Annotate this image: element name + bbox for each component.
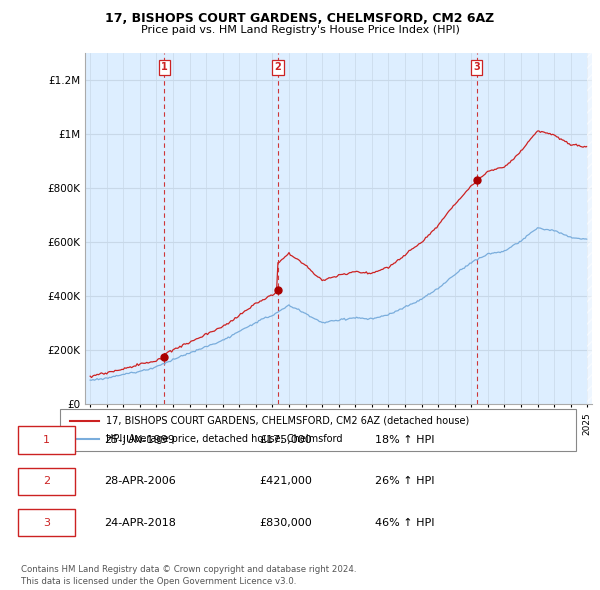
Text: £421,000: £421,000 (260, 477, 313, 486)
Text: 1: 1 (43, 435, 50, 445)
Text: 26% ↑ HPI: 26% ↑ HPI (375, 477, 434, 486)
Text: 3: 3 (473, 62, 480, 72)
Text: 17, BISHOPS COURT GARDENS, CHELMSFORD, CM2 6AZ (detached house): 17, BISHOPS COURT GARDENS, CHELMSFORD, C… (106, 416, 470, 426)
Text: 1: 1 (161, 62, 168, 72)
Text: 17, BISHOPS COURT GARDENS, CHELMSFORD, CM2 6AZ: 17, BISHOPS COURT GARDENS, CHELMSFORD, C… (106, 12, 494, 25)
Text: 25-JUN-1999: 25-JUN-1999 (104, 435, 175, 445)
Text: 2: 2 (274, 62, 281, 72)
Text: This data is licensed under the Open Government Licence v3.0.: This data is licensed under the Open Gov… (21, 577, 296, 586)
Text: 3: 3 (43, 518, 50, 527)
FancyBboxPatch shape (18, 427, 76, 454)
Text: £830,000: £830,000 (260, 518, 313, 527)
FancyBboxPatch shape (18, 468, 76, 495)
FancyBboxPatch shape (18, 509, 76, 536)
Text: Price paid vs. HM Land Registry's House Price Index (HPI): Price paid vs. HM Land Registry's House … (140, 25, 460, 35)
Text: Contains HM Land Registry data © Crown copyright and database right 2024.: Contains HM Land Registry data © Crown c… (21, 565, 356, 574)
Text: 28-APR-2006: 28-APR-2006 (104, 477, 176, 486)
Text: 46% ↑ HPI: 46% ↑ HPI (375, 518, 434, 527)
Text: 2: 2 (43, 477, 50, 486)
Bar (587, 53, 592, 404)
Text: 18% ↑ HPI: 18% ↑ HPI (375, 435, 434, 445)
Text: HPI: Average price, detached house, Chelmsford: HPI: Average price, detached house, Chel… (106, 434, 343, 444)
FancyBboxPatch shape (60, 409, 576, 451)
Text: 24-APR-2018: 24-APR-2018 (104, 518, 176, 527)
Text: £175,000: £175,000 (260, 435, 313, 445)
